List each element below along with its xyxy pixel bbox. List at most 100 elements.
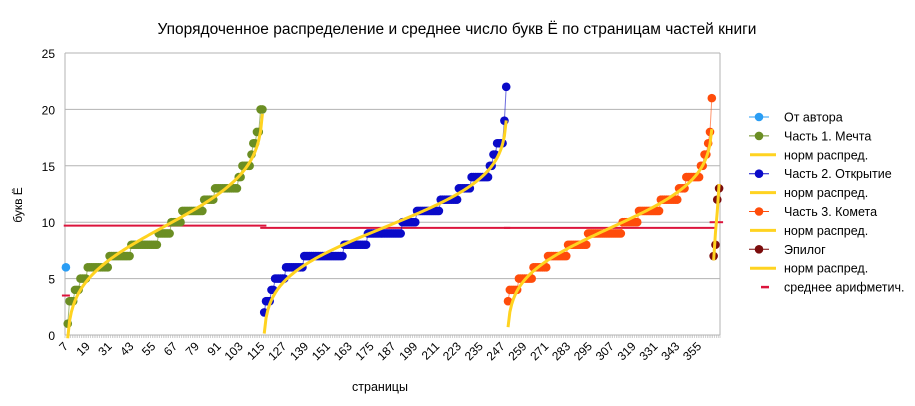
legend-item: От автора	[749, 111, 843, 125]
y-tick-label: 25	[42, 47, 56, 61]
legend-label: норм распред.	[784, 224, 868, 238]
x-ticks: 7 19 31 43 55 67 79 911031151271391511631751871…	[56, 335, 721, 363]
y-tick-label: 20	[42, 103, 56, 117]
x-tick-label: 187	[374, 339, 398, 363]
x-tick-label: 343	[658, 339, 682, 363]
legend-label: Эпилог	[784, 243, 826, 257]
x-tick-label: 91	[205, 339, 225, 359]
data-point	[503, 296, 513, 306]
x-tick-label: 67	[161, 339, 181, 359]
y-axis-label: букв Ё	[11, 187, 25, 223]
legend-item: Часть 1. Мечта	[749, 129, 871, 143]
x-tick-label: 223	[440, 339, 464, 363]
data-point	[61, 263, 71, 272]
legend-item: Эпилог	[749, 243, 826, 257]
y-tick-label: 10	[42, 216, 56, 230]
legend-item: Часть 2. Открытие	[749, 167, 892, 181]
x-tick-label: 7	[56, 339, 71, 354]
legend-label: Часть 2. Открытие	[784, 167, 892, 181]
data-point	[410, 217, 420, 227]
x-tick-label: 331	[636, 339, 660, 363]
legend-label: среднее арифметич.	[784, 281, 904, 295]
x-tick-label: 199	[396, 339, 420, 363]
legend-item: норм распред.	[750, 224, 868, 238]
x-tick-label: 163	[331, 339, 355, 363]
data-point	[165, 229, 174, 238]
data-point	[258, 105, 267, 114]
legend-label: норм распред.	[784, 186, 868, 200]
legend-item: норм распред.	[750, 186, 868, 200]
data-point	[198, 206, 207, 216]
x-tick-label: 271	[527, 339, 551, 363]
data-point	[338, 251, 347, 261]
y-tick-label: 15	[42, 160, 56, 174]
x-tick-label: 319	[615, 339, 639, 363]
x-tick-label: 127	[265, 339, 289, 363]
normal-curve	[712, 183, 721, 261]
legend-label: норм распред.	[784, 148, 868, 162]
x-tick-label: 355	[680, 339, 704, 363]
x-tick-label: 235	[462, 339, 486, 363]
data-point	[561, 251, 571, 261]
series-Часть 3. Комета	[503, 93, 717, 306]
legend-label: От автора	[784, 111, 843, 125]
legend-marker	[754, 207, 764, 216]
series-Часть 1. Мечта	[63, 105, 267, 329]
y-ticks: 0 5 10 15 20 25	[42, 47, 56, 343]
legend-marker	[754, 245, 764, 254]
data-point	[152, 240, 162, 250]
data-point	[632, 217, 642, 227]
data-point	[434, 206, 444, 216]
data-point	[232, 184, 242, 193]
legend-label: Часть 1. Мечта	[784, 129, 871, 143]
data-point	[501, 82, 511, 92]
data-point	[452, 195, 462, 204]
legend-item: Часть 3. Комета	[749, 205, 877, 219]
x-tick-label: 259	[505, 339, 529, 363]
data-point	[707, 93, 717, 103]
data-point	[616, 229, 626, 238]
legend: От автора Часть 1. Мечта норм распред. Част…	[749, 111, 904, 295]
series-Часть 2. Открытие	[259, 82, 511, 317]
normal-curves	[66, 113, 721, 339]
x-tick-label: 55	[139, 339, 159, 359]
chart-title: Упорядоченное распределение и среднее чи…	[158, 21, 757, 38]
x-tick-label: 19	[74, 339, 94, 359]
legend-marker	[754, 131, 764, 141]
x-tick-label: 151	[309, 339, 333, 363]
data-point	[541, 263, 551, 272]
grid	[64, 52, 721, 336]
x-tick-label: 31	[95, 339, 115, 359]
series-line	[67, 108, 263, 324]
x-tick-label: 175	[353, 339, 377, 363]
series	[61, 82, 724, 329]
data-point	[581, 240, 591, 250]
x-tick-label: 115	[244, 339, 268, 363]
legend-marker	[754, 112, 764, 122]
data-point	[103, 263, 113, 272]
x-tick-label: 211	[419, 339, 443, 363]
y-tick-label: 0	[48, 329, 55, 343]
x-axis-label: страницы	[352, 380, 408, 394]
legend-label: Часть 3. Комета	[784, 205, 877, 219]
data-point	[361, 240, 371, 250]
x-tick-label: 139	[287, 339, 311, 363]
data-point	[396, 229, 405, 238]
legend-item: среднее арифметич.	[761, 281, 904, 295]
data-point	[125, 251, 134, 261]
legend-item: норм распред.	[750, 262, 868, 276]
normal-curve	[262, 120, 508, 334]
legend-label: норм распред.	[784, 262, 868, 276]
x-tick-label: 103	[222, 339, 246, 363]
x-tick-label: 283	[549, 339, 573, 363]
legend-item: норм распред.	[750, 148, 868, 162]
x-tick-label: 307	[593, 339, 617, 363]
x-tick-label: 43	[117, 339, 137, 359]
y-tick-label: 5	[48, 273, 55, 287]
data-point	[672, 195, 682, 204]
normal-curve	[506, 128, 714, 328]
normal-curve	[66, 113, 264, 339]
legend-marker	[754, 169, 764, 178]
series-От автора	[61, 263, 71, 272]
